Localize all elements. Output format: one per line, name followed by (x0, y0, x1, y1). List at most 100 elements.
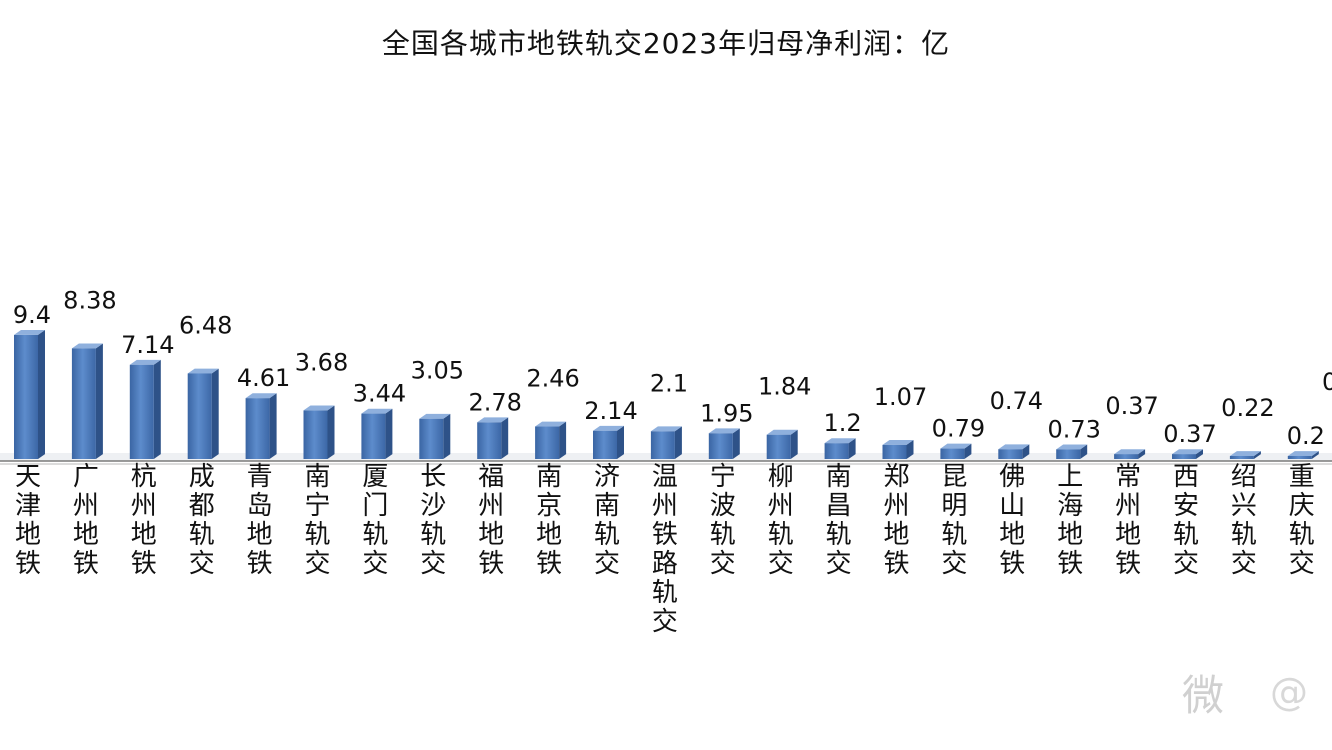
bar (419, 413, 451, 459)
bar-front (477, 422, 502, 459)
category-label: 绍兴轨交 (1231, 462, 1257, 579)
data-labels: 9.48.387.146.484.613.683.443.052.782.462… (13, 286, 1332, 450)
bar-top (1114, 449, 1146, 455)
chart-title: 全国各城市地铁轨交2023年归母净利润：亿 (381, 27, 951, 60)
category-label: 南宁轨交 (304, 462, 330, 579)
bar (361, 408, 393, 459)
bar-front (1287, 456, 1312, 459)
bar-front (882, 444, 907, 459)
bar-front (1056, 449, 1081, 459)
bar-top (535, 421, 567, 427)
category-label: 温州铁路轨交 (652, 462, 678, 637)
bar (1056, 444, 1088, 459)
bar-front (245, 398, 270, 459)
bar-front (824, 443, 849, 459)
bar (535, 421, 567, 459)
category-label: 常州地铁 (1115, 462, 1141, 579)
bar (1172, 449, 1203, 459)
bar-top (824, 438, 856, 444)
data-label: 4.61 (237, 364, 290, 392)
bar (187, 368, 219, 459)
data-label: 1.2 (824, 409, 862, 437)
bar-front (1172, 454, 1196, 459)
bar-side (1253, 451, 1261, 459)
bar (303, 405, 335, 459)
bar-side (1196, 449, 1203, 459)
bar-top (766, 429, 798, 435)
bar-top (419, 413, 451, 419)
data-label: 0.74 (990, 387, 1043, 415)
category-label: 天津地铁 (15, 462, 41, 579)
data-label: 0.37 (1105, 392, 1158, 420)
bar-top (708, 428, 740, 434)
bar-top (593, 425, 624, 431)
bar-top (1056, 444, 1088, 450)
data-label: 3.44 (353, 380, 406, 408)
bar (1114, 449, 1146, 459)
bar (14, 330, 45, 459)
data-label: 7.14 (121, 331, 174, 359)
bar-side (385, 408, 393, 459)
data-label-partial: 0 (1322, 368, 1332, 396)
data-label: 6.48 (179, 311, 232, 339)
weibo-logo-icon: 微 (1182, 671, 1225, 720)
bar-front (766, 434, 791, 459)
bar (129, 359, 161, 459)
bar-side (1138, 449, 1146, 459)
bar-side (964, 443, 972, 459)
bar-top (245, 393, 277, 399)
data-label: 2.78 (468, 388, 521, 416)
bar-top (187, 368, 219, 374)
bar (245, 393, 277, 459)
watermark-handle: @ (1270, 670, 1308, 714)
bar-front (1114, 454, 1139, 459)
category-label: 南昌轨交 (826, 462, 852, 579)
bar (882, 439, 914, 459)
data-label: 9.4 (13, 301, 51, 329)
category-label: 西安轨交 (1173, 462, 1199, 579)
bar (71, 343, 103, 459)
data-label: 3.05 (411, 357, 464, 385)
data-label: 1.07 (874, 383, 927, 411)
bar-front (303, 410, 328, 459)
data-label: 8.38 (63, 286, 116, 314)
bar-top (882, 439, 914, 445)
category-labels: 天津地铁 广州地铁 杭州地铁 成都轨交 青岛地铁 南宁轨交 厦门轨交 长沙轨交 福州地铁 南京地铁… (15, 462, 1315, 637)
bar-top (477, 417, 509, 423)
bar (766, 429, 798, 459)
category-label: 上海地铁 (1057, 462, 1083, 579)
bar-front (14, 334, 38, 459)
bar-top (303, 405, 335, 411)
bar (940, 443, 972, 459)
bar-front (129, 364, 154, 459)
bar-side (559, 421, 567, 459)
category-label: 南京地铁 (536, 462, 562, 579)
bar-top (998, 444, 1030, 450)
bar-side (153, 359, 161, 459)
bar-side (95, 343, 103, 459)
category-label: 昆明轨交 (941, 462, 967, 579)
bar-front (419, 418, 444, 459)
category-label: 宁波轨交 (710, 462, 736, 579)
category-label: 济南轨交 (594, 462, 620, 579)
bar-side (732, 428, 740, 459)
category-label: 佛山地铁 (999, 462, 1025, 579)
data-label: 2.46 (526, 365, 579, 393)
bar-top (361, 408, 393, 414)
bar (477, 417, 509, 459)
bar-side (211, 368, 219, 459)
bar-front (361, 413, 386, 459)
bar-side (501, 417, 509, 459)
category-label: 郑州地铁 (883, 462, 909, 579)
bar-top (71, 343, 103, 349)
bar (1229, 451, 1261, 459)
bar-top (129, 359, 161, 365)
data-label: 0.37 (1163, 420, 1216, 448)
category-label: 福州地铁 (478, 462, 504, 579)
bar-front (1229, 456, 1254, 459)
bar-front (998, 449, 1023, 459)
data-label: 2.1 (650, 369, 688, 397)
bar (650, 426, 682, 459)
